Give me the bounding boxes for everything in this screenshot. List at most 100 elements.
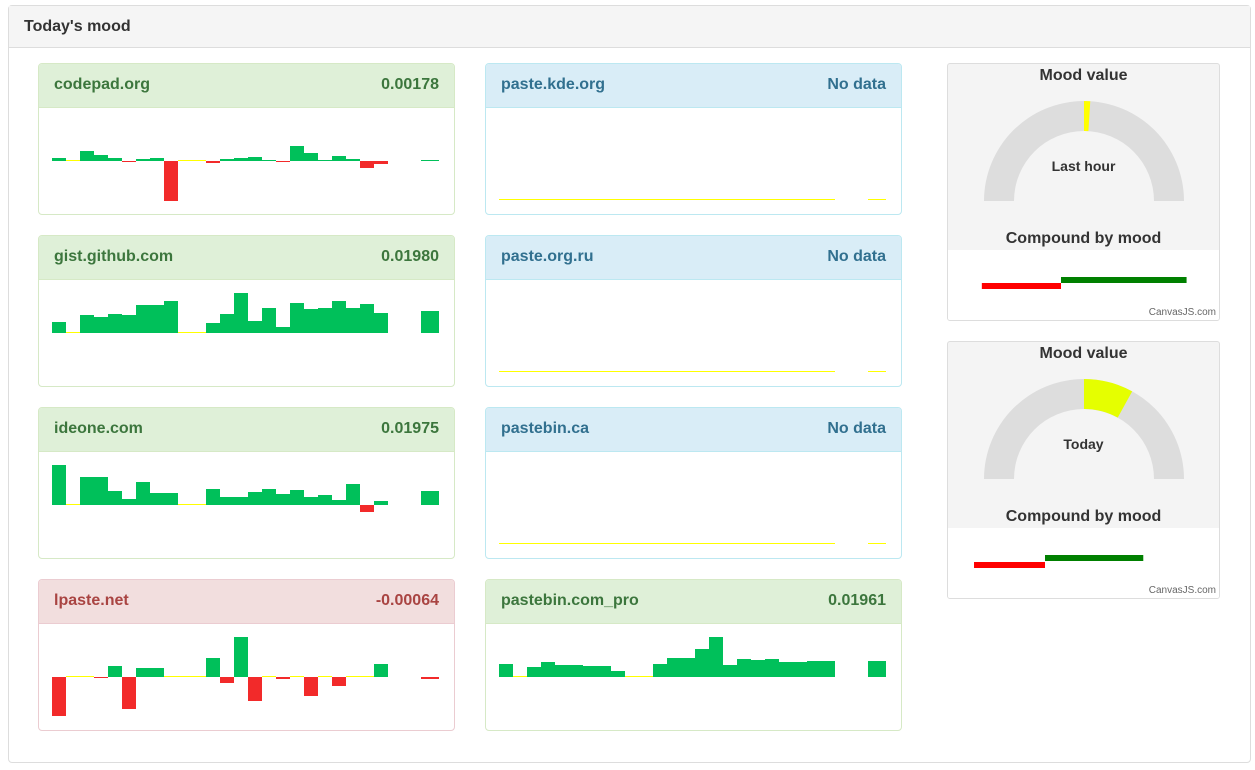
mood-bar-chart [486,624,901,730]
hour-bar [821,661,835,677]
zero-line [499,199,835,200]
hour-bar [108,314,122,333]
gauge-label: Last hour [1051,158,1116,174]
hour-bar [723,665,737,677]
mood-score: -0.00064 [375,592,439,609]
site-name: codepad.org [54,76,151,93]
mood-bar-chart [486,280,901,386]
site-name: pastebin.ca [501,420,590,437]
mood-bar-chart [39,280,454,386]
hour-bar [234,497,248,505]
hour-bar [374,501,388,505]
hour-bar [206,323,220,333]
hour-bar [332,500,346,505]
hour-bar [150,158,164,161]
hour-bar [262,308,276,333]
hour-bar [709,637,723,677]
hour-bar [80,315,94,333]
gauge-value-segment [1084,379,1133,418]
card-header: ideone.com 0.01975 [39,408,454,452]
gauge-track [984,379,1184,479]
hour-bar [304,497,318,505]
hour-bar [541,662,555,677]
hour-bar [262,160,276,161]
hour-bar [304,677,318,696]
mood-score: 0.01980 [381,248,439,265]
mood-bar-chart [486,108,901,214]
hour-bar [625,676,639,677]
gauge-title: Mood value [1039,345,1128,362]
compound-negative-bar [981,283,1061,289]
hour-bar [150,493,164,505]
hour-bar [206,658,220,677]
site-card: paste.org.ru No data [485,235,902,387]
hour-bar [94,677,108,678]
current-bar [421,491,439,505]
hour-bar [122,499,136,505]
hour-bar [94,477,108,505]
gauge-svg [981,101,1187,289]
hour-bar [276,677,290,679]
mood-score: No data [827,76,886,93]
zero-line-current [868,543,886,544]
card-header: pastebin.com_pro 0.01961 [486,580,901,624]
card-header: pastebin.ca No data [486,408,901,452]
hour-bar [94,155,108,161]
hour-bar [807,661,821,677]
hour-bar [220,677,234,683]
mood-score: No data [827,420,886,437]
hour-bar [304,309,318,333]
site-card: gist.github.com 0.01980 [38,235,455,387]
hour-bar [262,676,276,677]
hour-bar [374,664,388,677]
hour-bar [80,477,94,505]
canvasjs-credit-link[interactable]: CanvasJS.com [1148,585,1216,596]
hour-bar [248,677,262,701]
hour-bar [513,676,527,677]
mood-score: No data [827,248,886,265]
hour-bar [290,303,304,333]
hour-bar [695,649,709,677]
hour-bar [108,491,122,505]
hour-bar [66,504,80,505]
hour-bar [122,161,136,162]
compound-negative-bar [974,562,1045,568]
hour-bar [527,667,541,677]
hour-bar [248,157,262,161]
hour-bar [178,160,192,161]
gauge-title: Mood value [1039,67,1128,84]
card-header: paste.org.ru No data [486,236,901,280]
hour-bar [164,676,178,677]
hour-bar [52,465,66,505]
current-bar [421,677,439,679]
hour-bar [374,313,388,333]
zero-line-current [868,199,886,200]
hour-bar [779,662,793,677]
canvasjs-credit-link[interactable]: CanvasJS.com [1148,307,1216,318]
hour-bar [290,676,304,677]
site-name: ideone.com [54,420,143,437]
hour-bar [164,493,178,505]
site-card: codepad.org 0.00178 [38,63,455,215]
hour-bar [136,305,150,333]
compound-title: Compound by mood [1005,230,1162,247]
hour-bar [360,161,374,168]
hour-bar [611,671,625,677]
hour-bar [346,484,360,505]
hour-bar [192,160,206,161]
hour-bar [248,492,262,505]
mood-gauge: Mood value Last hour Compound by mood Ca… [947,63,1220,321]
hour-bar [192,504,206,505]
site-card: lpaste.net -0.00064 [38,579,455,731]
mood-score: 0.01961 [828,592,886,609]
mood-gauge: Mood value Today Compound by mood Canvas… [947,341,1220,599]
hour-bar [360,676,374,677]
hour-bar [164,301,178,333]
hour-bar [122,677,136,709]
zero-line-current [868,371,886,372]
site-card: pastebin.com_pro 0.01961 [485,579,902,731]
site-name: paste.kde.org [501,76,606,93]
hour-bar [164,161,178,201]
hour-bar [569,665,583,677]
hour-bar [499,664,513,677]
